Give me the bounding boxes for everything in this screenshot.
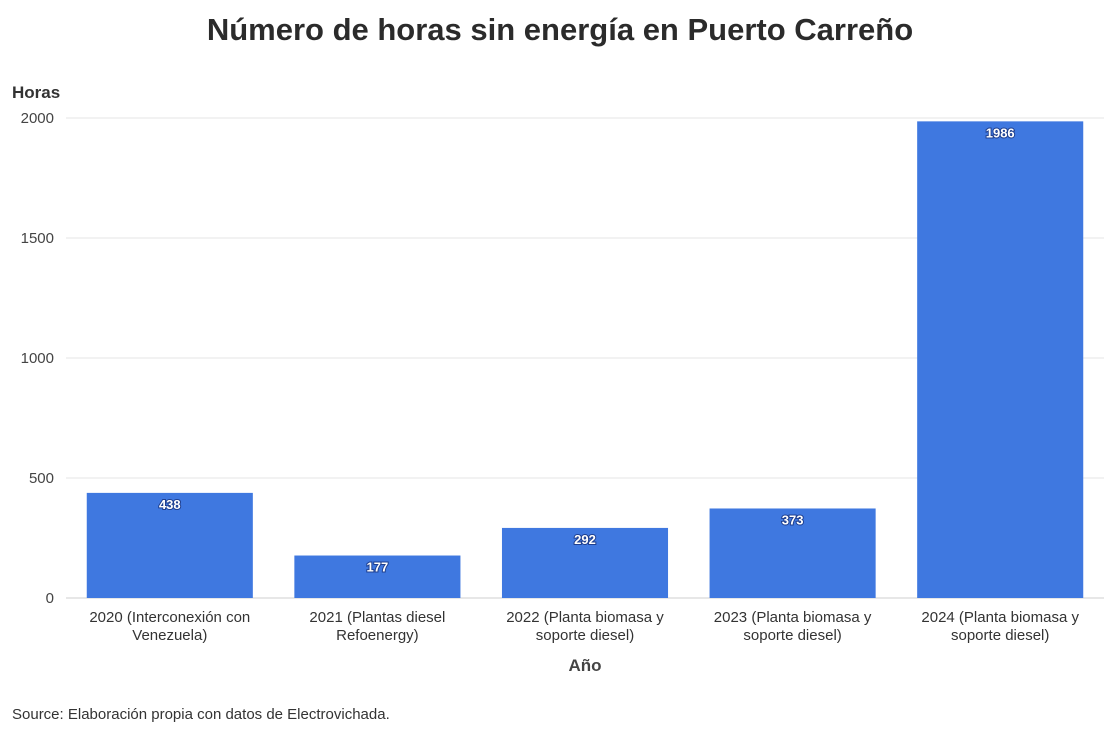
x-tick-label: 2024 (Planta biomasa y soporte diesel) xyxy=(921,609,1079,644)
data-label: 373 xyxy=(782,512,804,527)
y-tick-label: 1500 xyxy=(21,230,54,247)
x-tick-label: 2020 (Interconexión con Venezuela) xyxy=(89,609,250,644)
x-tick-label: 2021 (Plantas diesel Refoenergy) xyxy=(309,609,445,644)
data-label: 177 xyxy=(367,560,389,575)
source-note: Source: Elaboración propia con datos de … xyxy=(12,706,390,723)
data-label: 292 xyxy=(574,532,596,547)
bar xyxy=(294,555,461,598)
data-label: 1986 xyxy=(986,125,1015,140)
x-axis-label: Año xyxy=(568,656,601,675)
bar xyxy=(709,508,876,598)
bar xyxy=(917,121,1084,599)
y-tick-label: 500 xyxy=(29,470,54,487)
data-label: 438 xyxy=(159,497,181,512)
y-tick-label: 0 xyxy=(46,590,54,607)
x-tick-label: 2023 (Planta biomasa y soporte diesel) xyxy=(714,609,872,644)
y-tick-label: 1000 xyxy=(21,350,54,367)
y-axis-label: Horas xyxy=(12,83,61,102)
bar xyxy=(86,492,253,598)
bar xyxy=(501,527,669,598)
chart-title: Número de horas sin energía en Puerto Ca… xyxy=(206,12,914,47)
y-tick-label: 2000 xyxy=(21,110,54,127)
x-tick-label: 2022 (Planta biomasa y soporte diesel) xyxy=(506,609,664,644)
